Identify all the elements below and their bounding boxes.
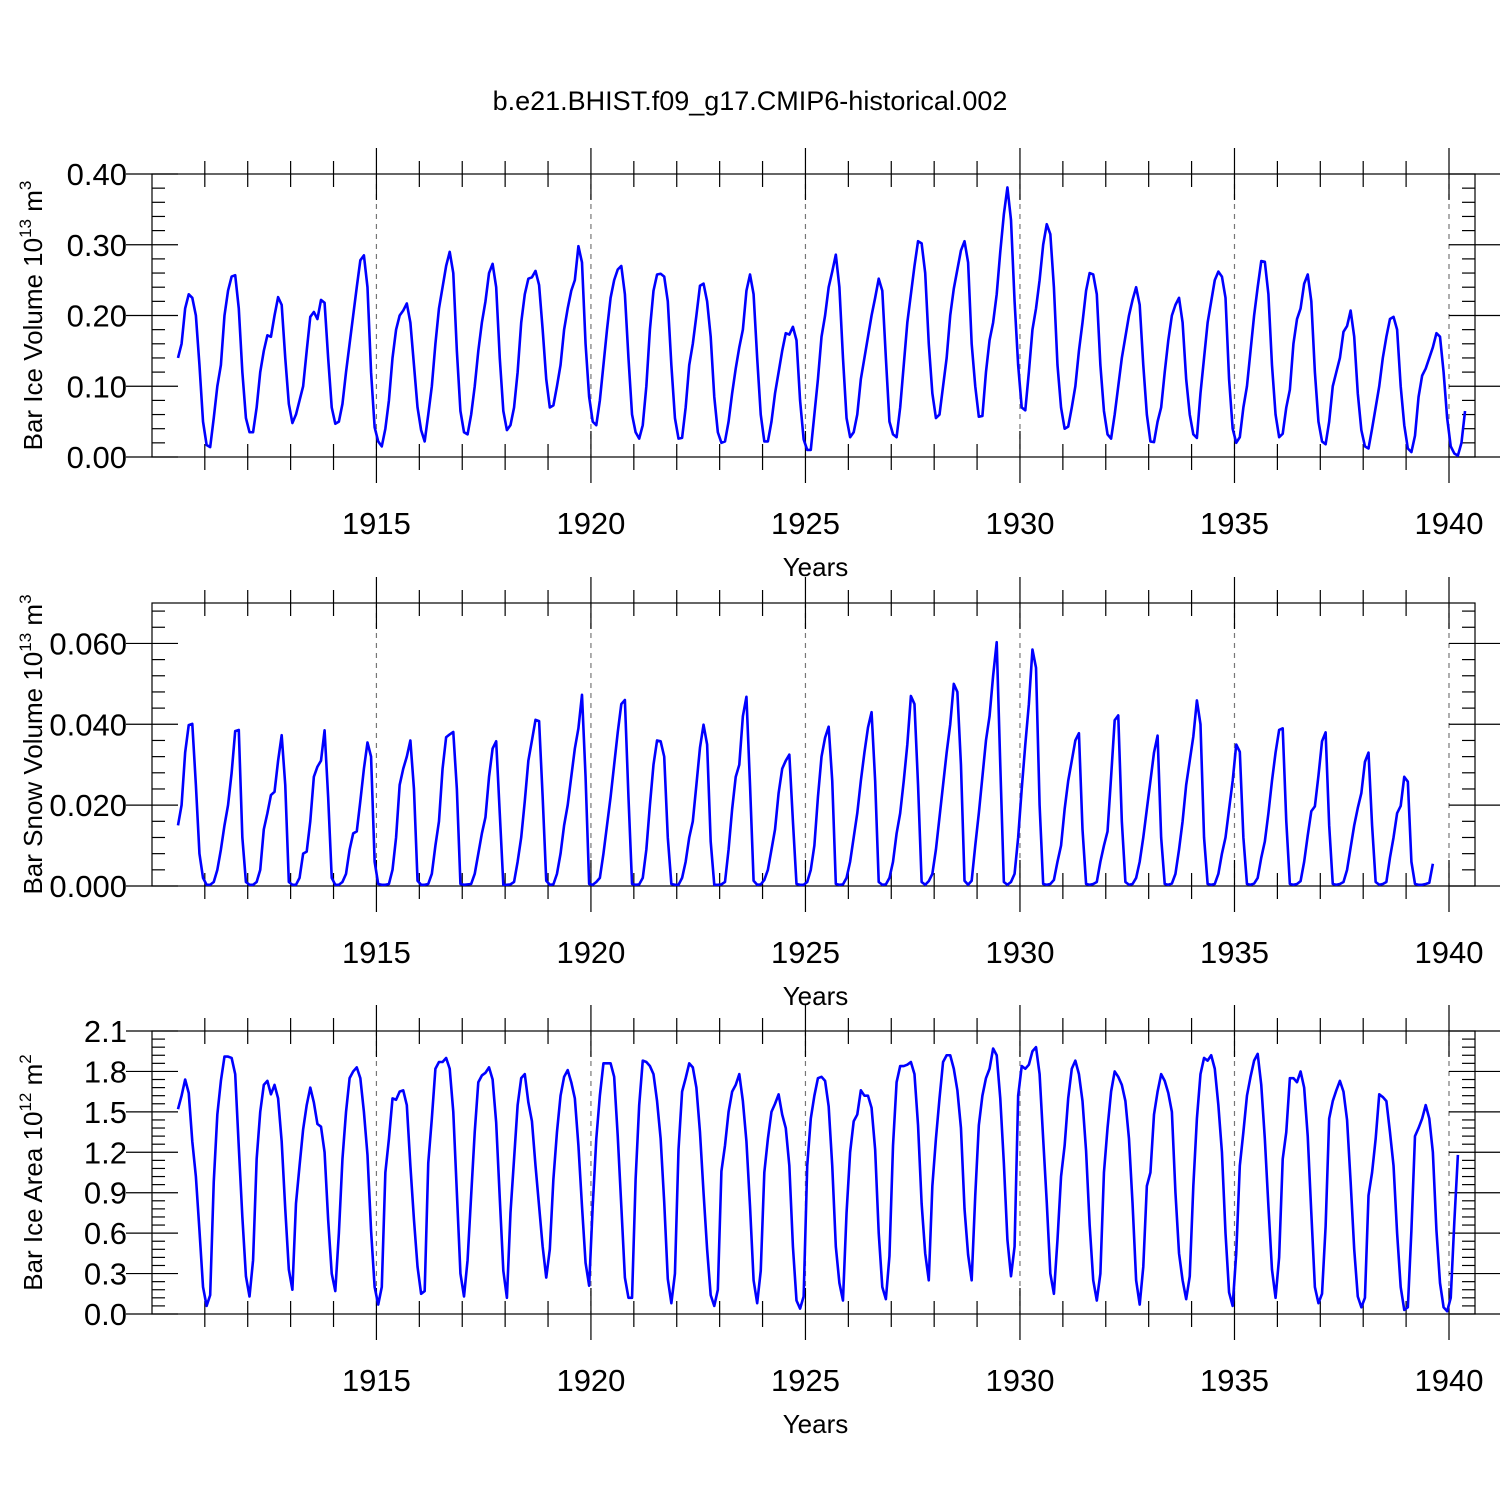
- figure-title: b.e21.BHIST.f09_g17.CMIP6-historical.002: [493, 86, 1008, 116]
- y-tick-label: 0.40: [67, 157, 127, 192]
- plot-frame: [151, 1030, 1476, 1315]
- snow-volume-panel: 1915 1920 1925 1930 1935 1940 0.000 0.020 0.040 0…: [16, 577, 1500, 1011]
- y-tick-label: 1.2: [84, 1135, 127, 1170]
- y-axis-title: Bar Ice Area 1012 m2: [16, 1054, 48, 1291]
- x-tick-label: 1930: [985, 506, 1054, 541]
- x-tick-label: 1920: [556, 935, 625, 970]
- x-tick-label: 1930: [985, 1363, 1054, 1398]
- x-tick-label: 1915: [342, 935, 411, 970]
- y-tick-label: 0.20: [67, 299, 127, 334]
- ice-area-panel: 1915 1920 1925 1930 1935 1940 0.0 0.3 0.6 0.9 1.2 1…: [16, 1005, 1500, 1439]
- y-tick-label: 0.040: [49, 707, 127, 742]
- x-axis-title: Years: [783, 552, 849, 582]
- y-tick-label: 1.5: [84, 1095, 127, 1130]
- y-tick-label: 0.30: [67, 228, 127, 263]
- y-tick-label: 0.9: [84, 1176, 127, 1211]
- x-tick-label: 1935: [1200, 935, 1269, 970]
- x-tick-label: 1915: [342, 506, 411, 541]
- y-tick-label: 0.10: [67, 369, 127, 404]
- y-tick-label: 2.1: [84, 1014, 127, 1049]
- x-tick-label: 1940: [1415, 1363, 1484, 1398]
- x-tick-label: 1925: [771, 506, 840, 541]
- series-line: [176, 186, 1467, 457]
- y-tick-label: 0.6: [84, 1216, 127, 1251]
- x-tick-label: 1925: [771, 935, 840, 970]
- x-tick-label: 1940: [1415, 935, 1484, 970]
- series-line: [176, 640, 1435, 887]
- x-tick-label: 1940: [1415, 506, 1484, 541]
- x-tick-label: 1935: [1200, 506, 1269, 541]
- y-tick-label: 0.000: [49, 869, 127, 904]
- x-tick-label: 1920: [556, 1363, 625, 1398]
- x-tick-label: 1925: [771, 1363, 840, 1398]
- x-axis-title: Years: [783, 981, 849, 1011]
- ice-volume-panel: 1915 1920 1925 1930 1935 1940 0.00 0.10 0.20 0.30…: [16, 148, 1500, 582]
- plot-frame: [151, 602, 1476, 887]
- y-tick-label: 0.00: [67, 440, 127, 475]
- x-tick-label: 1920: [556, 506, 625, 541]
- x-tick-label: 1930: [985, 935, 1054, 970]
- y-axis-title: Bar Snow Volume 1013 m3: [16, 594, 48, 894]
- x-axis-title: Years: [783, 1409, 849, 1439]
- y-axis-title: Bar Ice Volume 1013 m3: [16, 181, 48, 451]
- y-tick-label: 1.8: [84, 1054, 127, 1089]
- x-tick-label: 1935: [1200, 1363, 1269, 1398]
- y-tick-label: 0.020: [49, 788, 127, 823]
- y-tick-label: 0.0: [84, 1297, 127, 1332]
- y-tick-label: 0.060: [49, 626, 127, 661]
- x-tick-label: 1915: [342, 1363, 411, 1398]
- y-tick-label: 0.3: [84, 1257, 127, 1292]
- series-line: [176, 1045, 1460, 1313]
